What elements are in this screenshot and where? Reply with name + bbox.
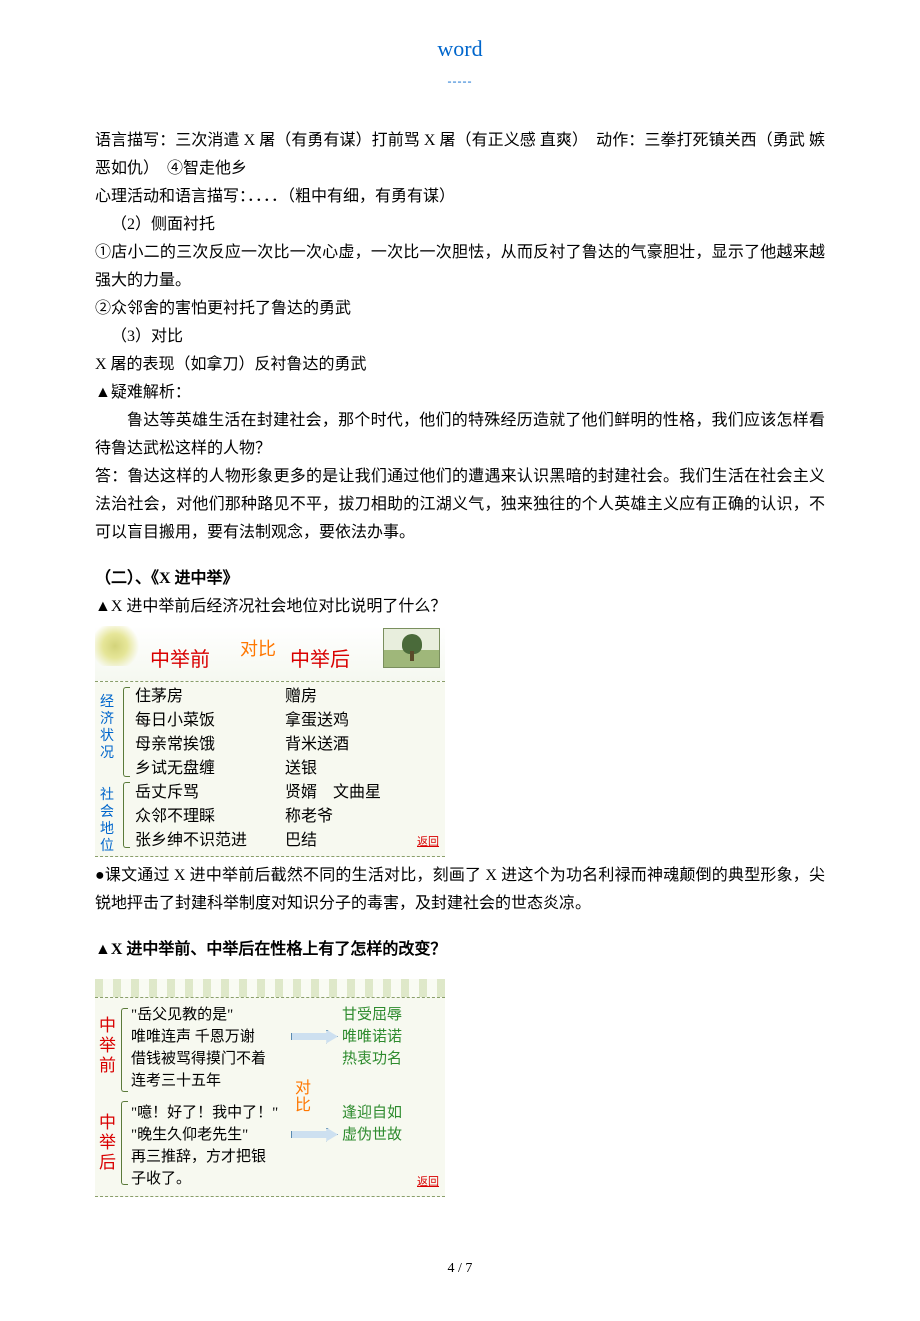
table-row: 唯唯连声 千恩万谢 唯唯诺诺 xyxy=(95,1026,445,1048)
question-1: ▲X 进中举前后经济况社会地位对比说明了什么？ xyxy=(95,593,825,621)
cell-left: "噫！好了！我中了！" xyxy=(131,1102,291,1124)
question-2: ▲X 进中举前、中举后在性格上有了怎样的改变？ xyxy=(95,936,825,964)
row-group-label-before: 中举前 xyxy=(99,1016,117,1076)
cell-before: 住茅房 xyxy=(135,685,285,709)
top-decoration-icon xyxy=(95,979,445,997)
section-title-text: （二）、《X 进中举》 xyxy=(95,570,239,587)
document-page: word ----- 语言描写：三次消遣 X 屠（有勇有谋）打前骂 X 屠（有正… xyxy=(0,0,920,1321)
paragraph: X 屠的表现（如拿刀）反衬鲁达的勇武 xyxy=(95,351,825,379)
cell-right: 唯唯诺诺 xyxy=(342,1026,402,1048)
paragraph: （3）对比 xyxy=(95,323,825,351)
tree-trunk-icon xyxy=(410,651,414,661)
column-header-after: 中举后 xyxy=(290,643,350,678)
table-row: "晚生久仰老先生" 虚伪世故 xyxy=(95,1124,445,1146)
table-row: 再三推辞，方才把银 xyxy=(95,1146,445,1168)
table-row: "噫！好了！我中了！" 逢迎自如 xyxy=(95,1102,445,1124)
cell-left: 子收了。 xyxy=(131,1168,291,1190)
cell-after: 送银 xyxy=(285,757,445,781)
table-row: 乡试无盘缠 送银 xyxy=(95,757,445,781)
cell-before: 乡试无盘缠 xyxy=(135,757,285,781)
table-row: 子收了。 xyxy=(95,1168,445,1190)
cell-before: 岳丈斥骂 xyxy=(135,781,285,805)
table-row: 借钱被骂得摸门不着 热衷功名 xyxy=(95,1048,445,1070)
diagram-body: 经济状况 社会地位 住茅房 赠房 每日小菜饭 拿蛋送鸡 母亲常挨饿 背米送酒 xyxy=(95,682,445,857)
cell-right: 甘受屈辱 xyxy=(342,1004,402,1026)
table-row: 母亲常挨饿 背米送酒 xyxy=(95,733,445,757)
paragraph: （2）侧面衬托 xyxy=(95,211,825,239)
table-row: 连考三十五年 xyxy=(95,1070,445,1092)
cell-left: "晚生久仰老先生" xyxy=(131,1124,291,1146)
diagram-header: 中举前 对比 中举后 xyxy=(95,626,445,682)
comparison-diagram-1: 中举前 对比 中举后 经济状况 社会地位 住茅房 赠房 每日小菜饭 拿蛋送鸡 母… xyxy=(95,626,445,857)
cell-before: 母亲常挨饿 xyxy=(135,733,285,757)
table-row: 张乡绅不识范进 巴结 xyxy=(95,829,445,853)
paragraph: 语言描写：三次消遣 X 屠（有勇有谋）打前骂 X 屠（有正义感 直爽） 动作：三… xyxy=(95,127,825,183)
row-group-label-after: 中举后 xyxy=(99,1113,117,1173)
table-row: 住茅房 赠房 xyxy=(95,685,445,709)
table-row: 每日小菜饭 拿蛋送鸡 xyxy=(95,709,445,733)
cell-left: "岳父见教的是" xyxy=(131,1004,291,1026)
cell-before: 每日小菜饭 xyxy=(135,709,285,733)
cell-right: 逢迎自如 xyxy=(342,1102,402,1124)
section-title: （二）、《X 进中举》 xyxy=(95,565,825,593)
header-word: word xyxy=(95,30,825,69)
cell-left: 连考三十五年 xyxy=(131,1070,291,1092)
cell-after: 赠房 xyxy=(285,685,445,709)
paragraph: 心理活动和语言描写：．．．．（粗中有细，有勇有谋） xyxy=(95,183,825,211)
arrow-icon xyxy=(291,1030,338,1044)
cell-after: 贤婿 文曲星 xyxy=(285,781,445,805)
paragraph: 鲁达等英雄生活在封建社会，那个时代，他们的特殊经历造就了他们鲜明的性格，我们应该… xyxy=(95,407,825,463)
cell-after: 称老爷 xyxy=(285,805,445,829)
cell-left: 借钱被骂得摸门不着 xyxy=(131,1048,291,1070)
cell-left: 再三推辞，方才把银 xyxy=(131,1146,291,1168)
question-2-text: ▲X 进中举前、中举后在性格上有了怎样的改变？ xyxy=(95,941,446,958)
bracket-icon xyxy=(121,1101,128,1185)
return-link[interactable]: 返回 xyxy=(417,833,439,852)
bracket-icon xyxy=(121,1008,128,1092)
paragraph: ①店小二的三次反应一次比一次心虚，一次比一次胆怯，从而反衬了鲁达的气豪胆壮，显示… xyxy=(95,239,825,295)
row-group-label-social: 社会地位 xyxy=(98,787,116,855)
summary-paragraph: ●课文通过 X 进中举前后截然不同的生活对比，刻画了 X 进这个为功名利禄而神魂… xyxy=(95,862,825,918)
contrast-label: 对比 xyxy=(295,1080,313,1114)
row-group-label-economy: 经济状况 xyxy=(98,694,116,762)
cell-after: 背米送酒 xyxy=(285,733,445,757)
paragraph: 答：鲁达这样的人物形象更多的是让我们通过他们的遭遇来认识黑暗的封建社会。我们生活… xyxy=(95,463,825,547)
table-row: 岳丈斥骂 贤婿 文曲星 xyxy=(95,781,445,805)
contrast-label: 对比 xyxy=(240,634,276,666)
corner-decoration-icon xyxy=(95,626,150,666)
table-row: "岳父见教的是" 甘受屈辱 xyxy=(95,1004,445,1026)
arrow-icon xyxy=(291,1128,338,1142)
table-row: 众邻不理睬 称老爷 xyxy=(95,805,445,829)
return-link[interactable]: 返回 xyxy=(417,1171,439,1193)
paragraph: ②众邻舍的害怕更衬托了鲁达的勇武 xyxy=(95,295,825,323)
cell-before: 张乡绅不识范进 xyxy=(135,829,285,853)
header-underline: ----- xyxy=(95,71,825,92)
page-number: 4 / 7 xyxy=(95,1257,825,1282)
heading-difficulty: ▲疑难解析： xyxy=(95,379,825,407)
comparison-diagram-2: 中举前 中举后 对比 "岳父见教的是" 甘受屈辱 唯唯连声 千恩万谢 唯唯诺诺 … xyxy=(95,979,445,1197)
bracket-icon xyxy=(123,687,130,777)
cell-right: 热衷功名 xyxy=(342,1048,402,1070)
cell-left: 唯唯连声 千恩万谢 xyxy=(131,1026,291,1048)
bracket-icon xyxy=(123,782,130,848)
cell-right: 虚伪世故 xyxy=(342,1124,402,1146)
landscape-icon xyxy=(383,628,440,668)
diagram-body: 中举前 中举后 对比 "岳父见教的是" 甘受屈辱 唯唯连声 千恩万谢 唯唯诺诺 … xyxy=(95,997,445,1197)
cell-before: 众邻不理睬 xyxy=(135,805,285,829)
cell-after: 拿蛋送鸡 xyxy=(285,709,445,733)
column-header-before: 中举前 xyxy=(150,643,210,678)
